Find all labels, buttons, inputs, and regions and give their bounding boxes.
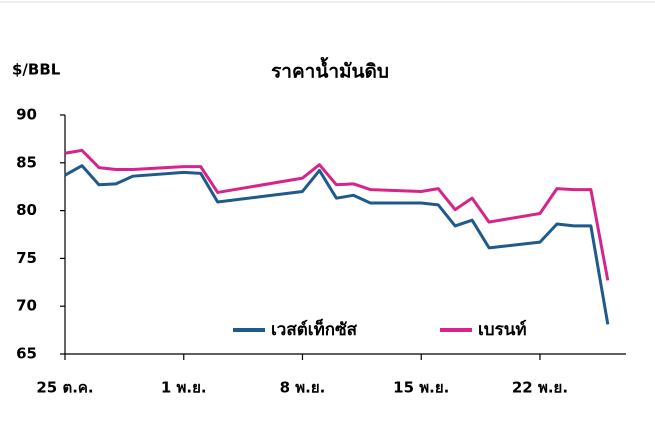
- legend-label: เวสต์เท็กซัส: [271, 317, 358, 340]
- chart-title: ราคาน้ำมันดิบ: [271, 57, 389, 83]
- x-tick-label: 25 ต.ค.: [36, 379, 93, 397]
- y-tick-label: 75: [16, 249, 37, 267]
- x-tick-label: 8 พ.ย.: [280, 379, 326, 397]
- legend-label: เบรนท์: [478, 319, 527, 340]
- x-tick-label: 1 พ.ย.: [161, 379, 207, 397]
- x-tick-label: 22 พ.ย.: [512, 379, 568, 397]
- y-tick-label: 90: [16, 106, 37, 124]
- y-tick-label: 65: [16, 345, 37, 363]
- y-tick-label: 80: [16, 201, 37, 219]
- y-tick-label: 70: [16, 297, 37, 315]
- y-axis-label: $/BBL: [12, 61, 61, 79]
- x-tick-label: 15 พ.ย.: [393, 379, 449, 397]
- series-line: [64, 148, 610, 281]
- y-tick-label: 85: [16, 153, 37, 171]
- series-line: [64, 164, 610, 325]
